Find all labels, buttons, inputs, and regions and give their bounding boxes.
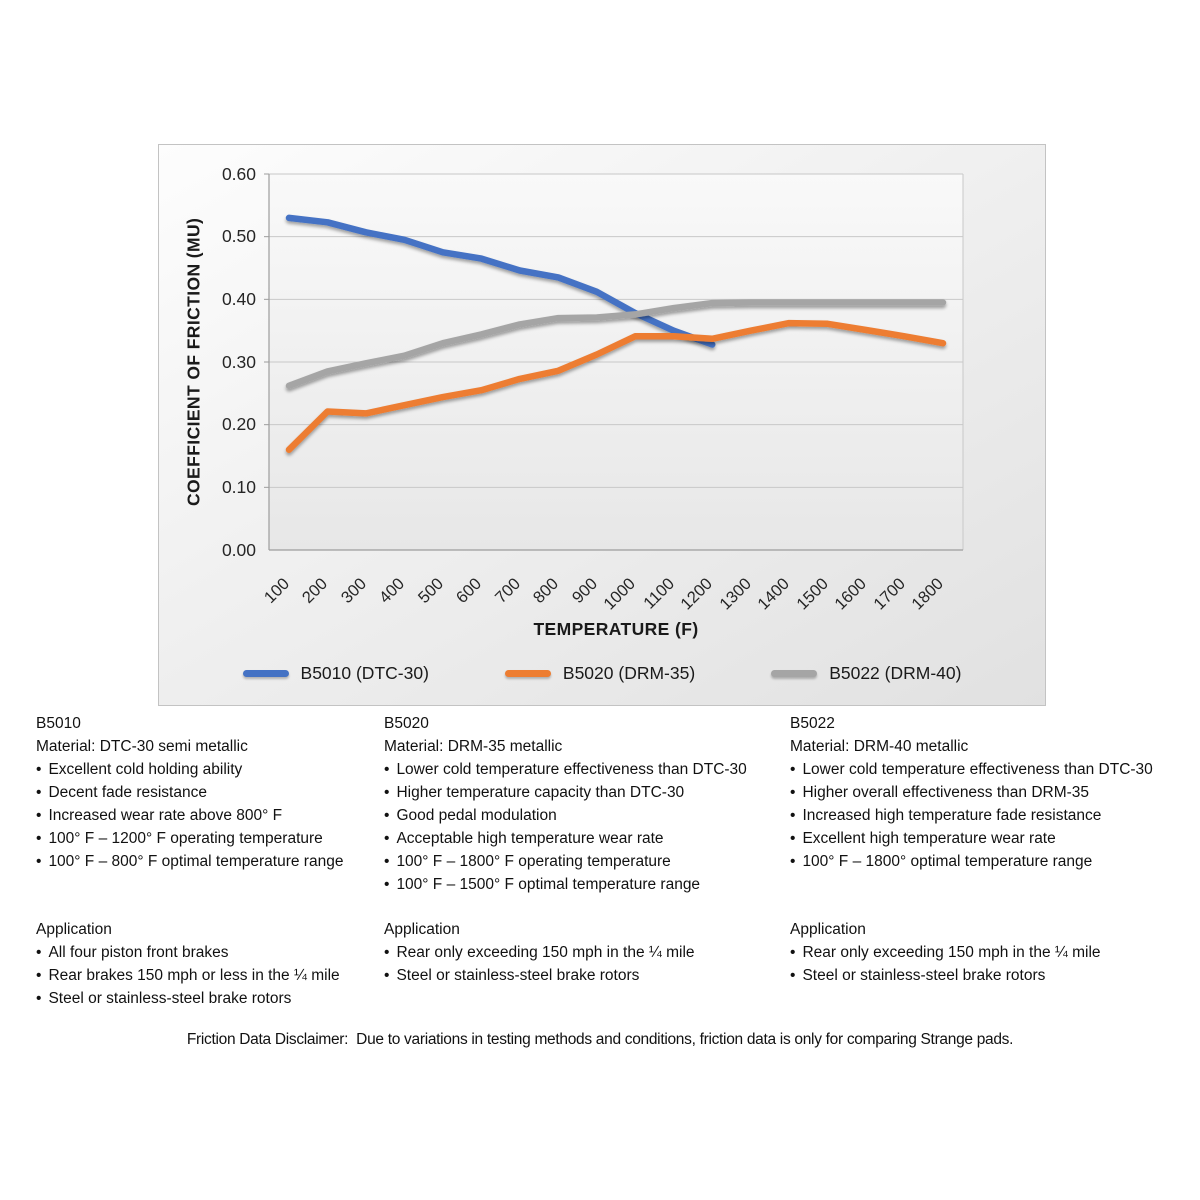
x-axis-title: TEMPERATURE (F) <box>533 619 699 639</box>
legend-swatch <box>771 670 818 677</box>
series-line-b5022 <box>285 299 947 390</box>
application-column-b5010: Application All four piston front brakes… <box>36 918 381 1010</box>
spec-column-b5022: B5022 Material: DRM-40 metallic Lower co… <box>790 712 1190 873</box>
spec-bullet: Excellent high temperature wear rate <box>790 827 1190 850</box>
friction-data-disclaimer: Friction Data Disclaimer: Due to variati… <box>186 1031 1014 1048</box>
application-bullet: Steel or stainless-steel brake rotors <box>384 964 786 987</box>
application-column-b5022: Application Rear only exceeding 150 mph … <box>790 918 1190 987</box>
spec-bullet: 100° F – 1200° F operating temperature <box>36 827 381 850</box>
y-tick-label: 0.00 <box>221 539 256 560</box>
legend-item: B5022 (DRM-40) <box>771 663 961 684</box>
y-tick-label: 0.40 <box>221 288 256 309</box>
legend-swatch <box>504 670 551 677</box>
spec-bullet: Increased wear rate above 800° F <box>36 804 381 827</box>
application-title: Application <box>36 921 112 938</box>
spec-bullet: 100° F – 1800° optimal temperature range <box>790 850 1190 873</box>
friction-chart-card: COEFFICIENT OF FRICTION (MU) 0.60 0.50 0.4… <box>158 144 1046 706</box>
legend-item: B5010 (DTC-30) <box>242 663 429 684</box>
material-line: Material: DRM-35 metallic <box>384 738 563 755</box>
y-tick-label: 0.20 <box>221 414 256 435</box>
application-bullet: All four piston front brakes <box>36 941 381 964</box>
spec-bullet: 100° F – 1500° F optimal temperature ran… <box>384 873 786 896</box>
legend-item: B5020 (DRM-35) <box>504 663 696 684</box>
application-bullet: Steel or stainless-steel brake rotors <box>790 964 1190 987</box>
model-name: B5022 <box>790 715 835 732</box>
spec-bullet: Increased high temperature fade resistan… <box>790 804 1190 827</box>
line-chart-svg <box>264 173 964 551</box>
spec-bullet: Good pedal modulation <box>384 804 786 827</box>
application-title: Application <box>790 921 866 938</box>
y-tick-label: 0.50 <box>221 226 256 247</box>
application-bullet: Rear brakes 150 mph or less in the ¼ mil… <box>36 964 381 987</box>
spec-bullet: Lower cold temperature effectiveness tha… <box>384 758 786 781</box>
model-name: B5010 <box>36 715 81 732</box>
legend-label: B5010 (DTC-30) <box>300 663 429 683</box>
y-tick-label: 0.60 <box>221 163 256 184</box>
y-tick-label: 0.10 <box>221 476 256 497</box>
legend-label: B5022 (DRM-40) <box>829 663 962 683</box>
y-tick-label: 0.30 <box>221 351 256 372</box>
spec-bullet: Higher temperature capacity than DTC-30 <box>384 781 786 804</box>
plot-area <box>264 173 964 551</box>
spec-bullet: Decent fade resistance <box>36 781 381 804</box>
application-title: Application <box>384 921 460 938</box>
application-bullet: Steel or stainless-steel brake rotors <box>36 987 381 1010</box>
series-line-b5020 <box>285 319 947 453</box>
spec-bullet: Acceptable high temperature wear rate <box>384 827 786 850</box>
spec-bullet: 100° F – 1800° F operating temperature <box>384 850 786 873</box>
application-bullet: Rear only exceeding 150 mph in the ¼ mil… <box>790 941 1190 964</box>
material-line: Material: DTC-30 semi metallic <box>36 738 248 755</box>
spec-bullet: 100° F – 800° F optimal temperature rang… <box>36 850 381 873</box>
application-bullet: Rear only exceeding 150 mph in the ¼ mil… <box>384 941 786 964</box>
legend-swatch <box>242 670 289 677</box>
application-column-b5020: Application Rear only exceeding 150 mph … <box>384 918 786 987</box>
model-name: B5020 <box>384 715 429 732</box>
legend-label: B5020 (DRM-35) <box>562 663 696 683</box>
spec-bullet: Lower cold temperature effectiveness tha… <box>790 758 1190 781</box>
spec-bullet: Excellent cold holding ability <box>36 758 381 781</box>
material-line: Material: DRM-40 metallic <box>790 738 969 755</box>
spec-bullet: Higher overall effectiveness than DRM-35 <box>790 781 1190 804</box>
spec-column-b5010: B5010 Material: DTC-30 semi metallic Exc… <box>36 712 381 873</box>
chart-legend: B5010 (DTC-30) B5020 (DRM-35) B5022 (DRM-4… <box>159 663 1045 684</box>
spec-column-b5020: B5020 Material: DRM-35 metallic Lower co… <box>384 712 786 896</box>
